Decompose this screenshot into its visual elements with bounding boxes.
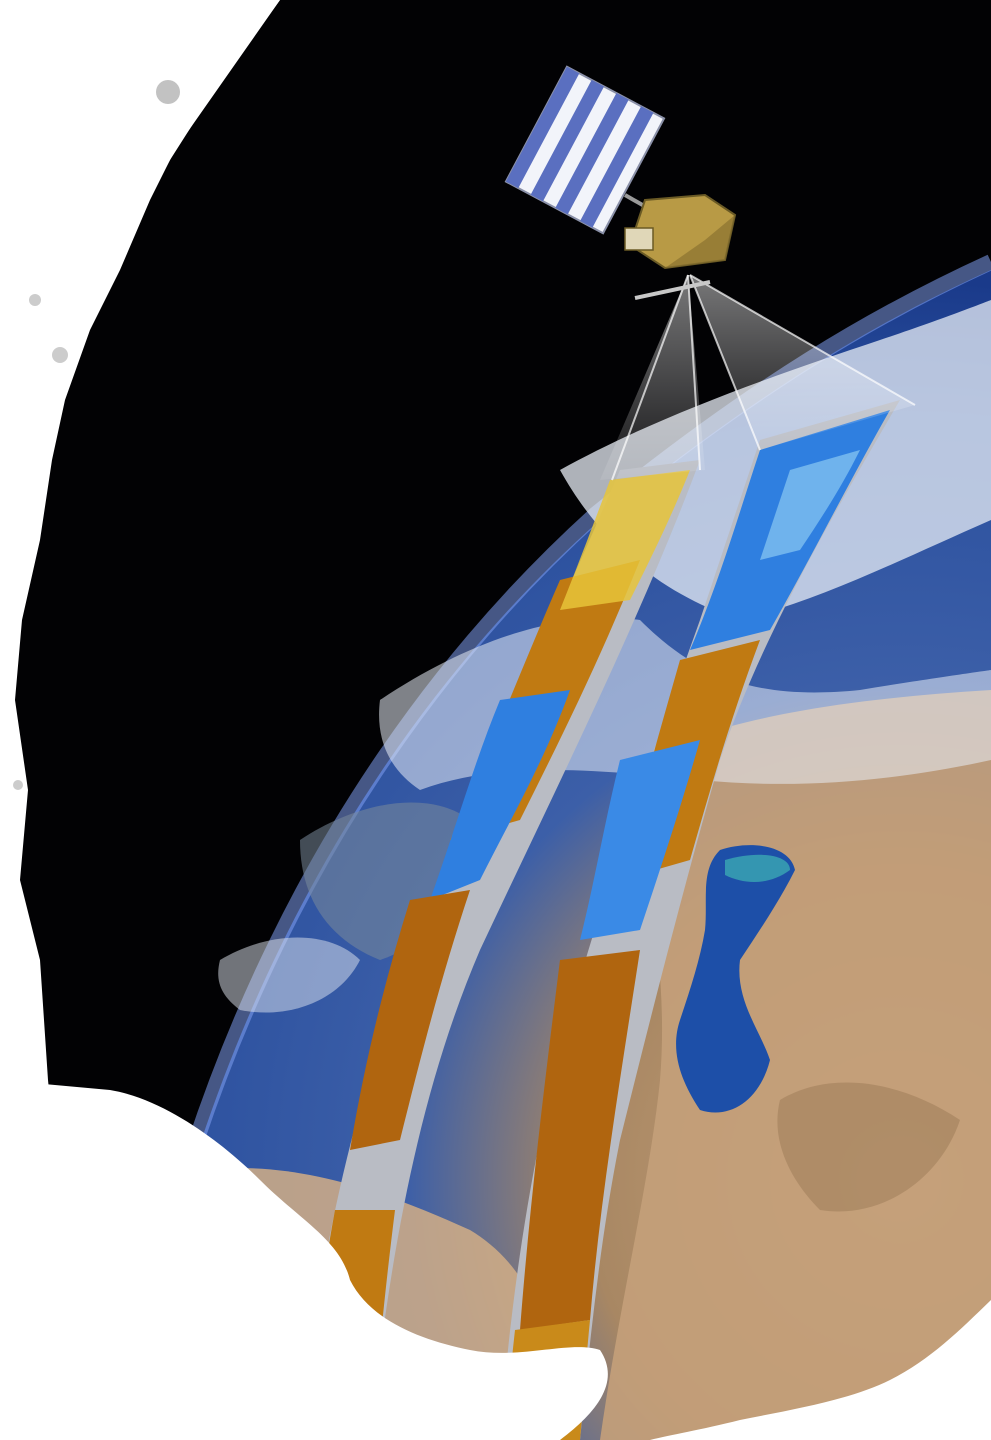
data-swaths [300, 400, 900, 1440]
caspian-sea [676, 845, 795, 1113]
satellite-instrument [624, 227, 654, 251]
solar-panel [504, 65, 666, 235]
paper-speck-1 [156, 80, 180, 104]
swath-left-yellow [560, 470, 690, 610]
swath-left-blue [430, 690, 570, 900]
paper-speck-2 [52, 347, 68, 363]
swath-left [300, 460, 700, 1440]
land-texture [777, 1082, 960, 1212]
torn-edge-left [0, 0, 280, 1070]
swath-left-lower-orange [350, 890, 470, 1150]
swath-right-lightblue [760, 450, 860, 560]
cloud-patch-west [218, 937, 360, 1013]
paper-speck-4 [13, 780, 23, 790]
instrument-beams [600, 274, 916, 481]
land-mass-east [600, 690, 991, 1440]
satellite [504, 65, 737, 300]
caspian-teal [725, 854, 790, 882]
beam-edge-4 [689, 274, 916, 406]
paper-speck-3 [29, 294, 41, 306]
satellite-bus-shade [665, 215, 735, 268]
beam-left [600, 275, 705, 480]
beam-edge-1 [611, 274, 689, 481]
beam-edge-2 [687, 274, 701, 471]
swath-right-lower-orange [520, 950, 640, 1330]
beam-edge-3 [689, 274, 761, 451]
torn-edge-bottom-right [650, 1300, 991, 1440]
satellite-antenna [634, 280, 711, 300]
swath-right-mid-blue [580, 740, 700, 940]
beam-right [690, 275, 915, 450]
torn-edge-bottom-left [0, 1080, 608, 1440]
